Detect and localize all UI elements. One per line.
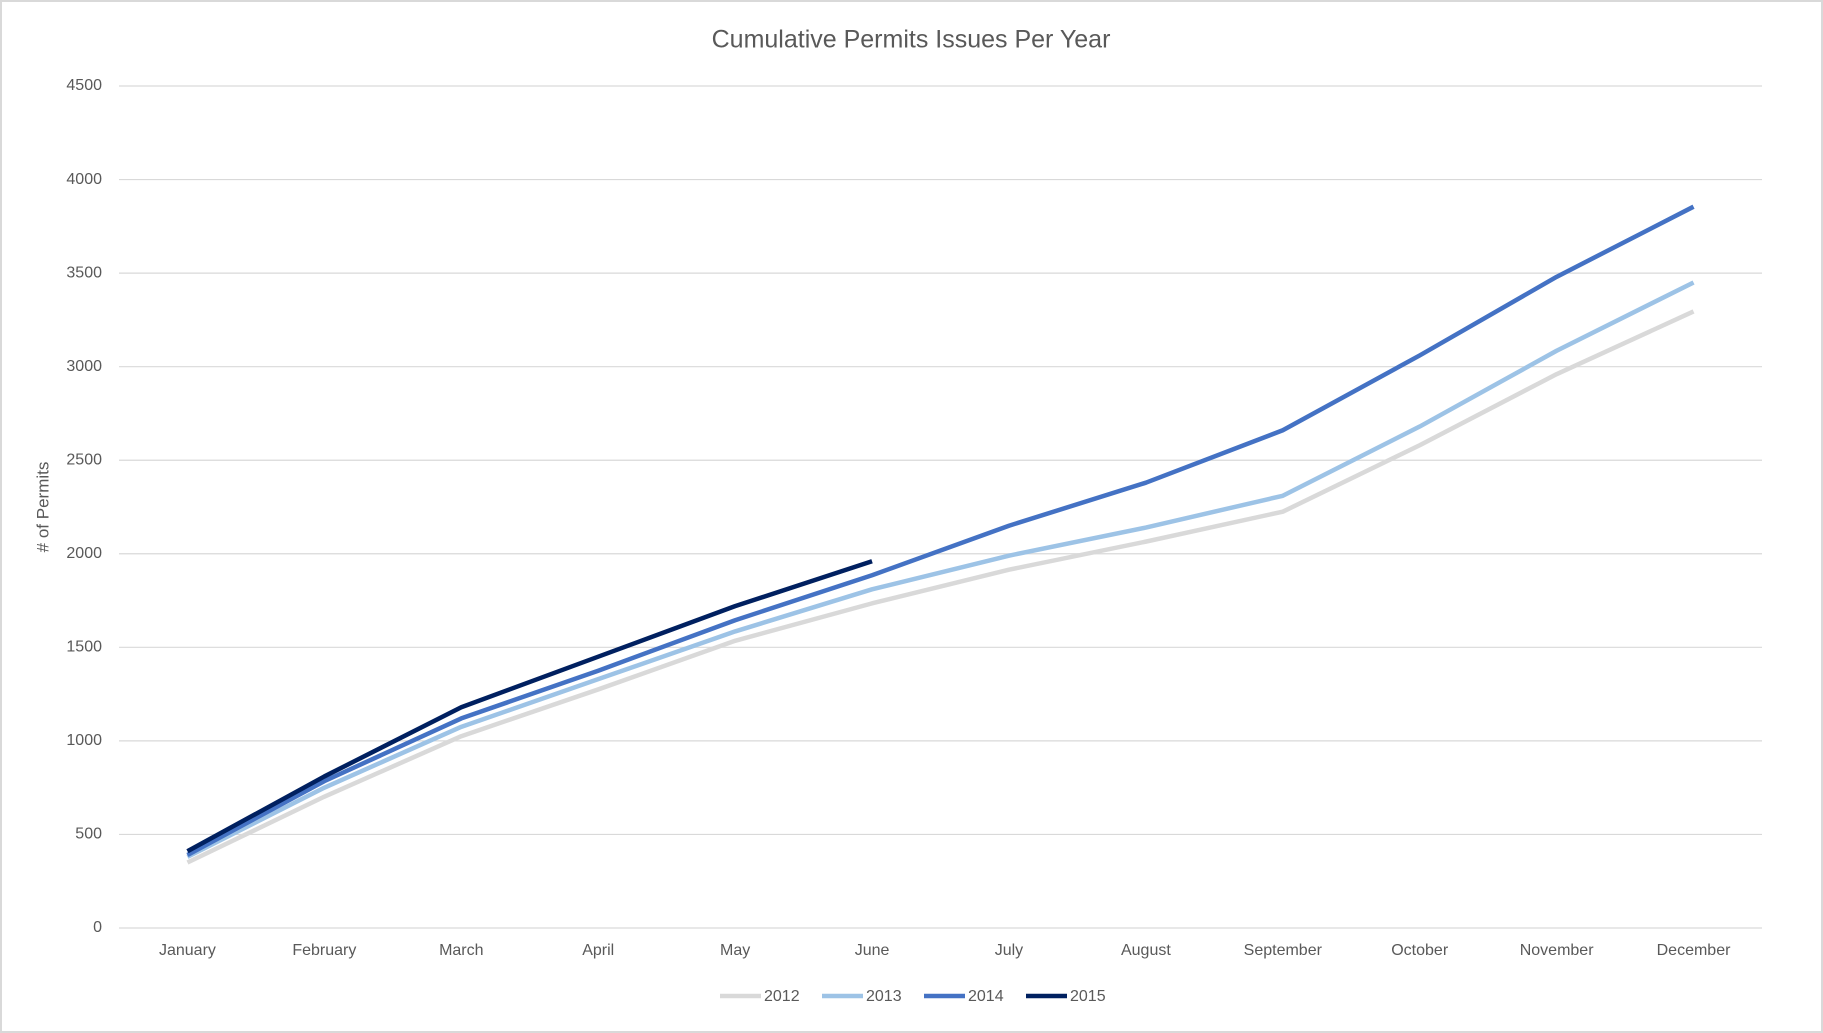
x-tick-label: October	[1391, 942, 1449, 959]
series-line	[186, 559, 873, 854]
legend-label: 2015	[1070, 988, 1106, 1005]
y-tick-label: 4000	[66, 171, 102, 188]
series-line	[186, 280, 1695, 859]
y-tick-label: 1000	[66, 732, 102, 749]
x-tick-label: April	[582, 942, 614, 959]
x-tick-label: July	[995, 942, 1023, 959]
x-tick-label: February	[292, 942, 356, 959]
series-line	[186, 309, 1695, 865]
y-tick-label: 2500	[66, 451, 102, 468]
x-tick-label: August	[1121, 942, 1171, 959]
y-tick-label: 1500	[66, 639, 102, 656]
x-tick-label: January	[159, 942, 216, 959]
y-axis-label: # of Permits	[33, 462, 52, 553]
legend-label: 2013	[866, 988, 902, 1005]
chart-title: Cumulative Permits Issues Per Year	[712, 26, 1111, 54]
legend-label: 2014	[968, 988, 1004, 1005]
y-tick-label: 2000	[66, 545, 102, 562]
series-line	[186, 204, 1695, 858]
y-tick-label: 0	[93, 919, 102, 936]
y-tick-label: 3000	[66, 358, 102, 375]
y-tick-label: 4500	[66, 77, 102, 94]
x-tick-label: November	[1520, 942, 1594, 959]
x-tick-label: June	[855, 942, 890, 959]
x-tick-label: December	[1657, 942, 1731, 959]
y-tick-label: 3500	[66, 264, 102, 281]
x-tick-label: May	[720, 942, 750, 959]
x-tick-label: September	[1244, 942, 1323, 959]
y-tick-label: 500	[75, 826, 102, 843]
legend-label: 2012	[764, 988, 800, 1005]
x-tick-label: March	[439, 942, 483, 959]
